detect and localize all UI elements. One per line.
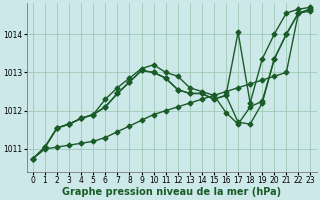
- X-axis label: Graphe pression niveau de la mer (hPa): Graphe pression niveau de la mer (hPa): [62, 187, 281, 197]
